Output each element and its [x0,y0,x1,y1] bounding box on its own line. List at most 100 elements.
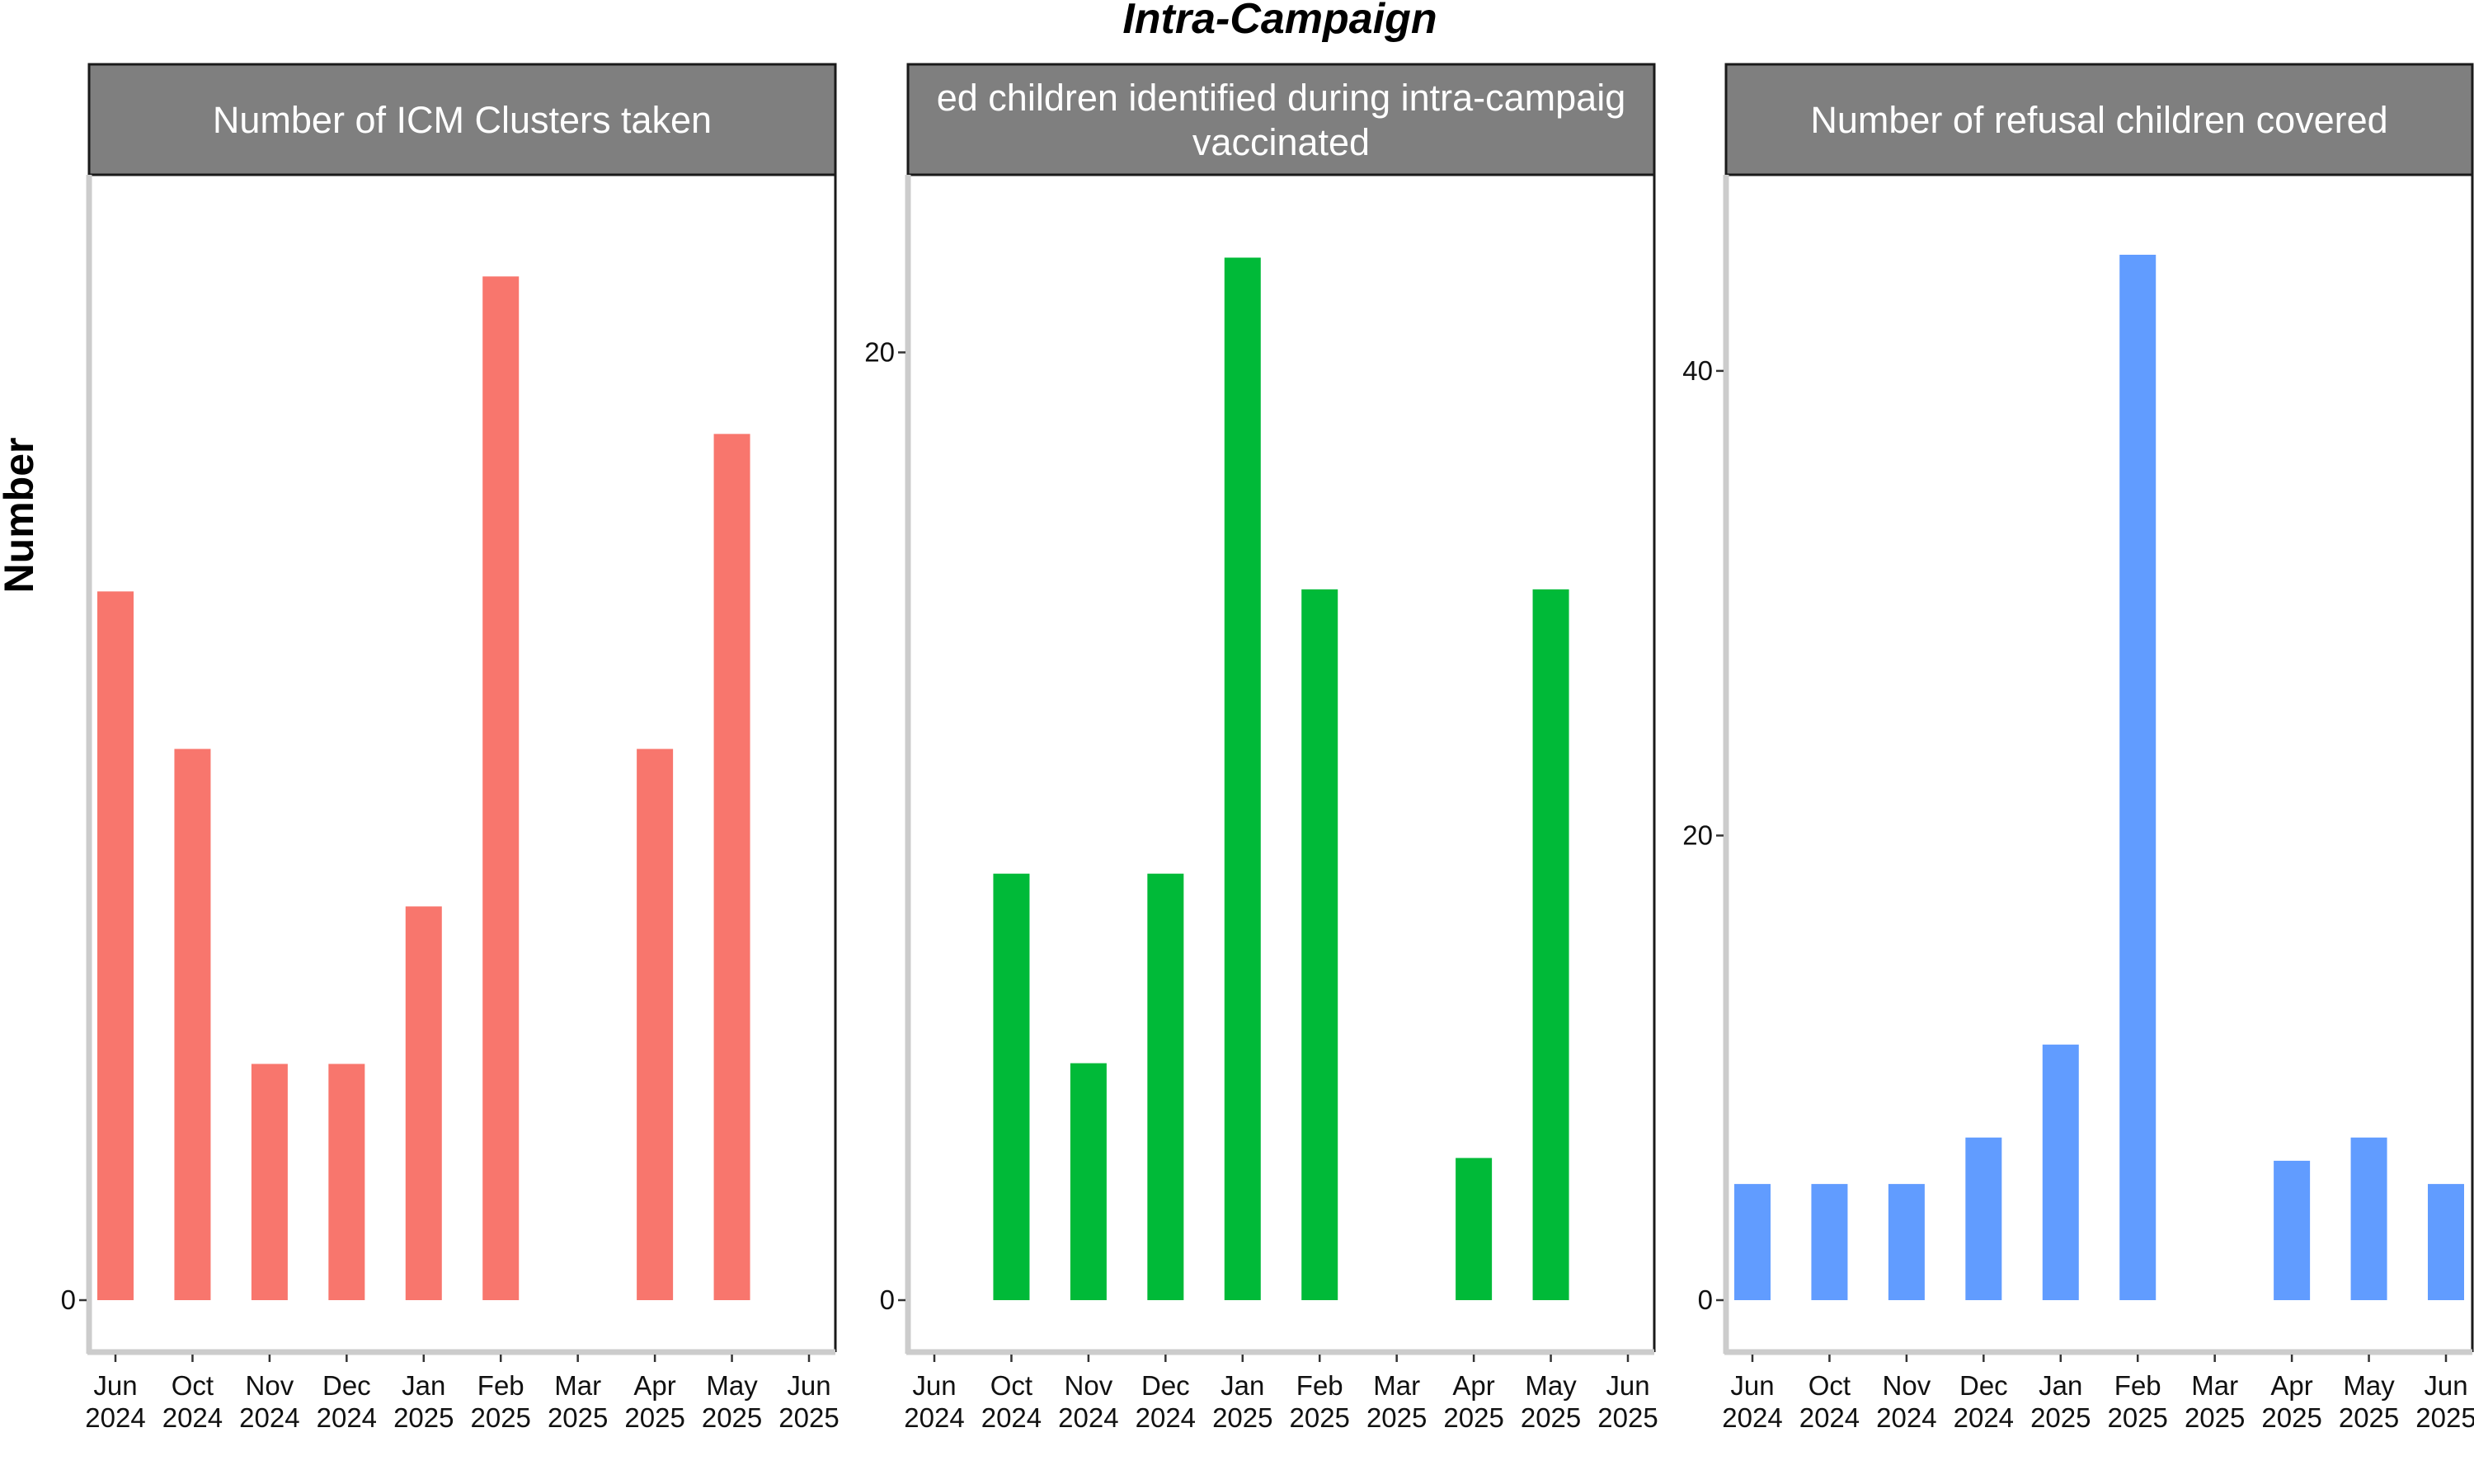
x-tick-label-year: 2024 [162,1402,223,1433]
facet-strip [906,63,1656,176]
x-tick-label-month: Jun [1606,1370,1649,1401]
panel-3: Number of refusal children covered 0 20 40 J… [1682,63,2474,1433]
facet-strip-text: Number of ICM Clusters taken [213,99,712,141]
x-tick-label-year: 2025 [2339,1402,2399,1433]
x-tick-label-year: 2025 [1597,1402,1658,1433]
bar [1070,1063,1107,1300]
bar [1734,1184,1771,1300]
x-tick-label-month: Dec [322,1370,371,1401]
x-tick-label-month: Jan [1221,1370,1264,1401]
x-tick-label-year: 2025 [393,1402,454,1433]
x-tick-label-month: Nov [1883,1370,1931,1401]
bar [328,1064,365,1300]
x-tick-label-year: 2024 [1058,1402,1118,1433]
x-tick-label-year: 2025 [2030,1402,2091,1433]
x-tick-label-year: 2024 [981,1402,1042,1433]
x-tick-label-month: May [1525,1370,1577,1401]
bar [1456,1158,1493,1300]
bar [251,1064,288,1300]
x-tick-label-year: 2025 [1443,1402,1503,1433]
y-tick-label: 0 [1698,1284,1713,1315]
bar [1965,1137,2002,1300]
chart-title: Intra-Campaign [1122,0,1437,43]
bar [2274,1160,2311,1300]
x-tick-label-year: 2024 [239,1402,299,1433]
y-tick-label: 20 [1682,819,1713,850]
bar [97,591,134,1300]
x-tick-label-month: Dec [1959,1370,2008,1401]
x-tick-label-year: 2025 [1366,1402,1427,1433]
facet-strip [87,63,837,176]
bar [2119,254,2157,1301]
x-tick-label-month: Apr [2270,1370,2312,1401]
x-tick-label-month: Mar [2191,1370,2238,1401]
x-tick-label-year: 2025 [1521,1402,1581,1433]
x-tick-label-year: 2025 [2261,1402,2321,1433]
bar [405,906,442,1300]
facet-strip [1724,63,2474,176]
x-tick-label-month: Feb [2114,1370,2161,1401]
facet-strip-label: Number of ICM Clusters taken [213,99,712,141]
x-tick-label-month: Jun [787,1370,830,1401]
bar [2350,1137,2387,1300]
bar [1888,1184,1925,1300]
x-tick-label-year: 2025 [471,1402,531,1433]
x-tick-label-month: Nov [246,1370,294,1401]
bar [174,749,211,1300]
bar [1301,589,1338,1300]
facet-strip-label: ed children identified during intra-camp… [937,77,1626,163]
x-tick-label-month: Jun [1730,1370,1774,1401]
x-tick-label-month: Oct [990,1370,1032,1401]
x-tick-label-year: 2024 [1954,1402,2014,1433]
x-tick-label-month: Jun [912,1370,956,1401]
y-tick-label: 0 [880,1284,895,1315]
x-tick-label-month: Mar [1373,1370,1420,1401]
x-tick-label-year: 2025 [702,1402,762,1433]
x-tick-label-year: 2024 [1136,1402,1196,1433]
facet-strip-label: Number of refusal children covered [1810,99,2387,141]
bar [1147,873,1184,1300]
x-tick-label-month: May [706,1370,758,1401]
x-tick-label-year: 2025 [624,1402,684,1433]
panels: Number of ICM Clusters taken0Jun2024Oct2… [61,63,2474,1433]
x-tick-label-year: 2024 [1876,1402,1936,1433]
x-tick-label-year: 2025 [778,1402,839,1433]
bar [1811,1184,1848,1300]
x-tick-label-month: Jan [2039,1370,2082,1401]
x-tick-label-year: 2025 [1290,1402,1350,1433]
y-tick-label: 40 [1682,355,1713,386]
y-axis-label: Number [0,438,42,594]
x-tick-label-month: Jun [93,1370,137,1401]
bar [1532,589,1569,1300]
panel-2: ed children identified during intra-camp… [864,63,1658,1433]
facet-strip-text: ed children identified during intra-camp… [937,77,1626,119]
x-tick-label-year: 2024 [1799,1402,1860,1433]
bar [2042,1045,2079,1300]
y-tick-label: 0 [61,1284,76,1315]
x-tick-label-year: 2025 [2415,1402,2474,1433]
x-tick-label-month: Apr [633,1370,675,1401]
bar [1224,257,1261,1301]
bar [2428,1184,2464,1300]
bar [482,276,520,1300]
x-tick-label-year: 2024 [1722,1402,1782,1433]
x-tick-label-month: Jun [2424,1370,2467,1401]
facet-strip-text: Number of refusal children covered [1810,99,2387,141]
x-tick-label-year: 2025 [548,1402,608,1433]
x-tick-label-month: Jan [402,1370,445,1401]
panel-1: Number of ICM Clusters taken0Jun2024Oct2… [61,63,840,1433]
y-tick-label: 20 [864,336,895,367]
x-tick-label-month: Apr [1452,1370,1494,1401]
x-tick-label-month: Feb [1296,1370,1343,1401]
x-tick-label-year: 2025 [2108,1402,2168,1433]
x-tick-label-year: 2024 [904,1402,964,1433]
x-tick-label-month: May [2343,1370,2395,1401]
x-tick-label-year: 2025 [1212,1402,1272,1433]
facet-strip-text: vaccinated [1192,121,1370,163]
x-tick-label-month: Feb [477,1370,524,1401]
x-tick-label-month: Mar [554,1370,601,1401]
x-tick-label-year: 2024 [85,1402,145,1433]
x-tick-label-year: 2025 [2185,1402,2245,1433]
x-tick-label-month: Oct [1808,1370,1851,1401]
